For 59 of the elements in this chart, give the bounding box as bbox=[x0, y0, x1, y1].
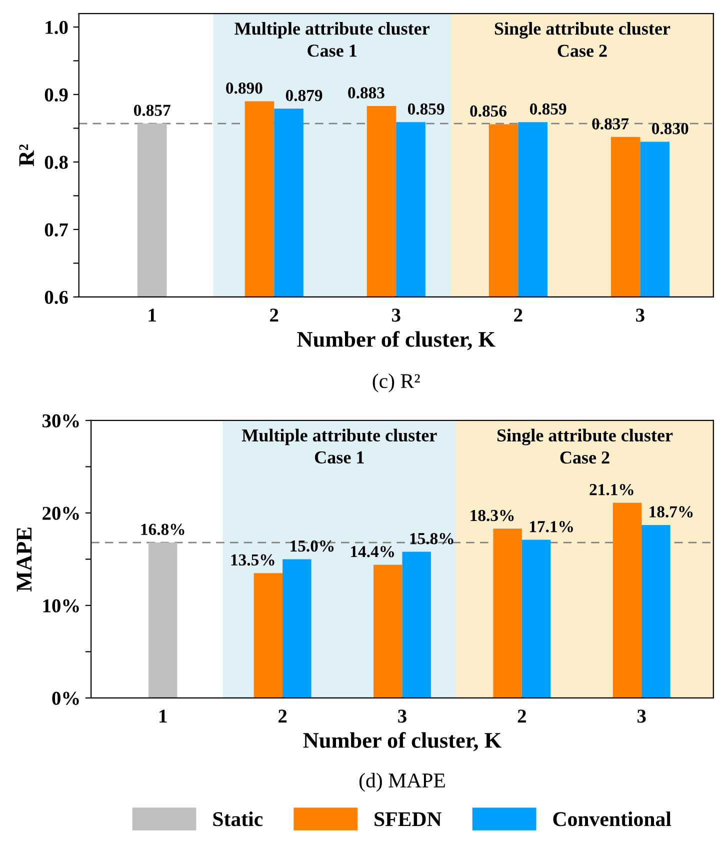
x-tick-label: 2 bbox=[514, 308, 522, 322]
y-axis-title: MAPE bbox=[16, 528, 32, 592]
x-tick-label: 2 bbox=[270, 308, 278, 322]
bar bbox=[254, 573, 283, 698]
bar bbox=[522, 540, 551, 698]
y-tick-label: 0% bbox=[52, 692, 79, 705]
text: 0.6 bbox=[44, 290, 68, 304]
bar bbox=[282, 559, 312, 698]
x-tick-label: 3 bbox=[398, 710, 406, 723]
x-axis-title: Number of cluster, K bbox=[303, 732, 502, 752]
text: 0.8 bbox=[44, 156, 68, 170]
bar bbox=[402, 552, 431, 698]
data-label: 15.0% bbox=[290, 540, 334, 552]
bar bbox=[374, 564, 402, 698]
data-label: 13.5% bbox=[231, 554, 274, 566]
data-label: 0.856 bbox=[470, 105, 507, 117]
y-axis-title: R² bbox=[19, 144, 34, 166]
data-label: 17.1% bbox=[530, 520, 573, 532]
x-tick-label: 3 bbox=[636, 308, 644, 322]
bar bbox=[493, 528, 522, 698]
legend-label: Static bbox=[213, 812, 263, 826]
y-tick-label: 20% bbox=[42, 506, 79, 520]
data-label: 0.859 bbox=[530, 103, 566, 115]
x-tick-label: 3 bbox=[392, 308, 400, 322]
data-label: 0.879 bbox=[286, 90, 322, 102]
data-label: 18.3% bbox=[470, 510, 514, 522]
data-label: 0.859 bbox=[408, 103, 444, 115]
y-tick-label: 30% bbox=[42, 414, 79, 428]
bar bbox=[612, 502, 642, 698]
bar bbox=[642, 524, 670, 698]
text: 0.9 bbox=[44, 88, 68, 102]
text: 1.0 bbox=[46, 20, 68, 34]
data-label: 0.830 bbox=[652, 122, 688, 134]
x-tick-label: 1 bbox=[148, 308, 156, 322]
bar bbox=[148, 542, 178, 698]
data-label: 0.883 bbox=[348, 87, 384, 98]
data-label: 16.8% bbox=[141, 524, 184, 536]
data-label: 14.4% bbox=[351, 546, 394, 558]
data-label: 0.857 bbox=[134, 104, 170, 116]
data-label: 18.7% bbox=[650, 506, 693, 518]
legend-label: SFEDN bbox=[374, 812, 442, 826]
annotation: Single attribute cluster Case 2 bbox=[497, 428, 673, 464]
data-label: 0.837 bbox=[592, 118, 629, 130]
annotation: Multiple attribute cluster Case 1 bbox=[234, 22, 430, 57]
x-tick-label: 2 bbox=[278, 710, 287, 723]
x-tick-label: 3 bbox=[637, 710, 646, 723]
data-label: 0.890 bbox=[226, 82, 262, 94]
x-axis-title: Number of cluster, K bbox=[297, 331, 496, 350]
legend-label: Conventional bbox=[553, 812, 672, 826]
annotation: Single attribute cluster Case 2 bbox=[494, 22, 670, 57]
text: (d) MAPE bbox=[359, 772, 445, 792]
x-tick-label: 2 bbox=[518, 710, 526, 723]
data-label: 15.8% bbox=[410, 533, 454, 544]
data-label: 21.1% bbox=[590, 484, 634, 496]
annotation: Multiple attribute cluster Case 1 bbox=[242, 428, 437, 464]
text: 0.7 bbox=[44, 223, 68, 236]
text: (c) R² bbox=[372, 373, 420, 392]
x-tick-label: 1 bbox=[160, 710, 167, 723]
y-tick-label: 10% bbox=[43, 599, 79, 612]
